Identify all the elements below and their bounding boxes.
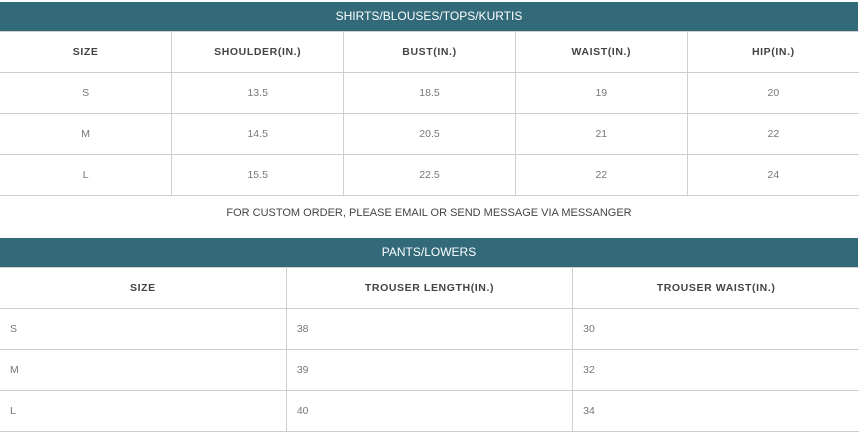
table-header-row: SIZE TROUSER LENGTH(IN.) TROUSER WAIST(I…: [0, 267, 859, 309]
cell: 22: [686, 113, 859, 155]
column-header: TROUSER LENGTH(IN.): [285, 267, 574, 309]
column-header: HIP(IN.): [686, 31, 859, 73]
cell: 20: [686, 72, 859, 114]
table-row: S 38 30: [0, 308, 859, 350]
column-header: SHOULDER(IN.): [171, 31, 345, 73]
cell: 34: [572, 390, 859, 432]
table-row: S 13.5 18.5 19 20: [0, 72, 859, 114]
cell: 20.5: [343, 113, 516, 155]
cell: 39: [285, 349, 574, 391]
column-header: WAIST(IN.): [514, 31, 688, 73]
cell: 38: [285, 308, 574, 350]
cell: 32: [572, 349, 859, 391]
cell: 30: [572, 308, 859, 350]
tops-title: SHIRTS/BLOUSES/TOPS/KURTIS: [0, 2, 858, 31]
cell: 24: [686, 154, 859, 196]
table-row: L 40 34: [0, 390, 859, 432]
table-row: M 39 32: [0, 349, 859, 391]
column-header: TROUSER WAIST(IN.): [572, 267, 859, 309]
cell: S: [0, 308, 287, 350]
cell: 22: [514, 154, 688, 196]
cell: 14.5: [171, 113, 345, 155]
column-header: SIZE: [0, 31, 173, 73]
table-header-row: SIZE SHOULDER(IN.) BUST(IN.) WAIST(IN.) …: [0, 31, 859, 73]
table-row: M 14.5 20.5 21 22: [0, 113, 859, 155]
cell: 15.5: [171, 154, 345, 196]
tops-size-table: SIZE SHOULDER(IN.) BUST(IN.) WAIST(IN.) …: [0, 31, 859, 196]
cell: 21: [514, 113, 688, 155]
cell: 22.5: [343, 154, 516, 196]
cell: 19: [514, 72, 688, 114]
custom-order-message: FOR CUSTOM ORDER, PLEASE EMAIL OR SEND M…: [226, 207, 632, 219]
column-header: BUST(IN.): [343, 31, 516, 73]
cell: M: [0, 113, 173, 155]
column-header: SIZE: [0, 267, 287, 309]
cell: M: [0, 349, 287, 391]
cell: 13.5: [171, 72, 345, 114]
pants-size-table: SIZE TROUSER LENGTH(IN.) TROUSER WAIST(I…: [0, 267, 859, 432]
cell: L: [0, 390, 287, 432]
cell: 40: [285, 390, 574, 432]
cell: L: [0, 154, 173, 196]
cell: 18.5: [343, 72, 516, 114]
table-row: L 15.5 22.5 22 24: [0, 154, 859, 196]
pants-title: PANTS/LOWERS: [0, 238, 858, 267]
cell: S: [0, 72, 173, 114]
